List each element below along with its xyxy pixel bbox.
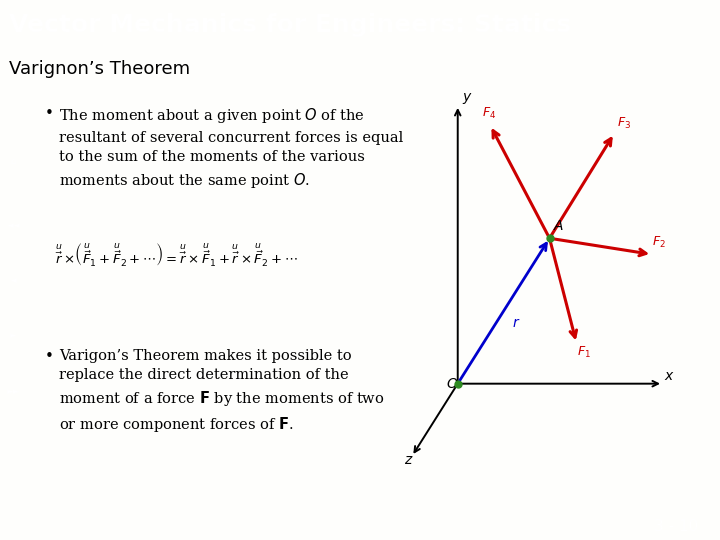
Text: $F_4$: $F_4$ — [482, 106, 496, 121]
Text: $F_3$: $F_3$ — [617, 116, 631, 131]
Text: $F_2$: $F_2$ — [652, 235, 666, 251]
Text: $O$: $O$ — [446, 377, 458, 391]
Text: •: • — [45, 106, 53, 121]
Text: Vector Mechanics for Engineers: Statics: Vector Mechanics for Engineers: Statics — [9, 13, 571, 37]
Text: ►►: ►► — [6, 387, 21, 396]
Text: ⌂: ⌂ — [11, 157, 17, 166]
Text: $z$: $z$ — [404, 454, 413, 468]
Text: Varigon’s Theorem makes it possible to
replace the direct determination of the
m: Varigon’s Theorem makes it possible to r… — [58, 349, 384, 434]
Text: $F_1$: $F_1$ — [577, 345, 590, 360]
Text: $y$: $y$ — [462, 91, 473, 106]
Text: $r$: $r$ — [512, 316, 520, 330]
Text: $\overset{u}{\vec{r}}\times\!\left(\overset{u}{\vec{F}}_1+\overset{u}{\vec{F}}_2: $\overset{u}{\vec{r}}\times\!\left(\over… — [55, 241, 297, 268]
Text: The moment about a given point $O$ of the
resultant of several concurrent forces: The moment about a given point $O$ of th… — [58, 106, 403, 190]
Text: •: • — [45, 349, 53, 363]
Text: $x$: $x$ — [664, 369, 675, 383]
Text: 3 - 10: 3 - 10 — [654, 519, 698, 534]
Text: ►: ► — [10, 332, 17, 340]
Text: Varignon’s Theorem: Varignon’s Theorem — [9, 60, 190, 78]
Text: ◄◄: ◄◄ — [6, 221, 21, 230]
Text: ◄: ◄ — [10, 276, 17, 285]
Text: $A$: $A$ — [553, 219, 564, 233]
